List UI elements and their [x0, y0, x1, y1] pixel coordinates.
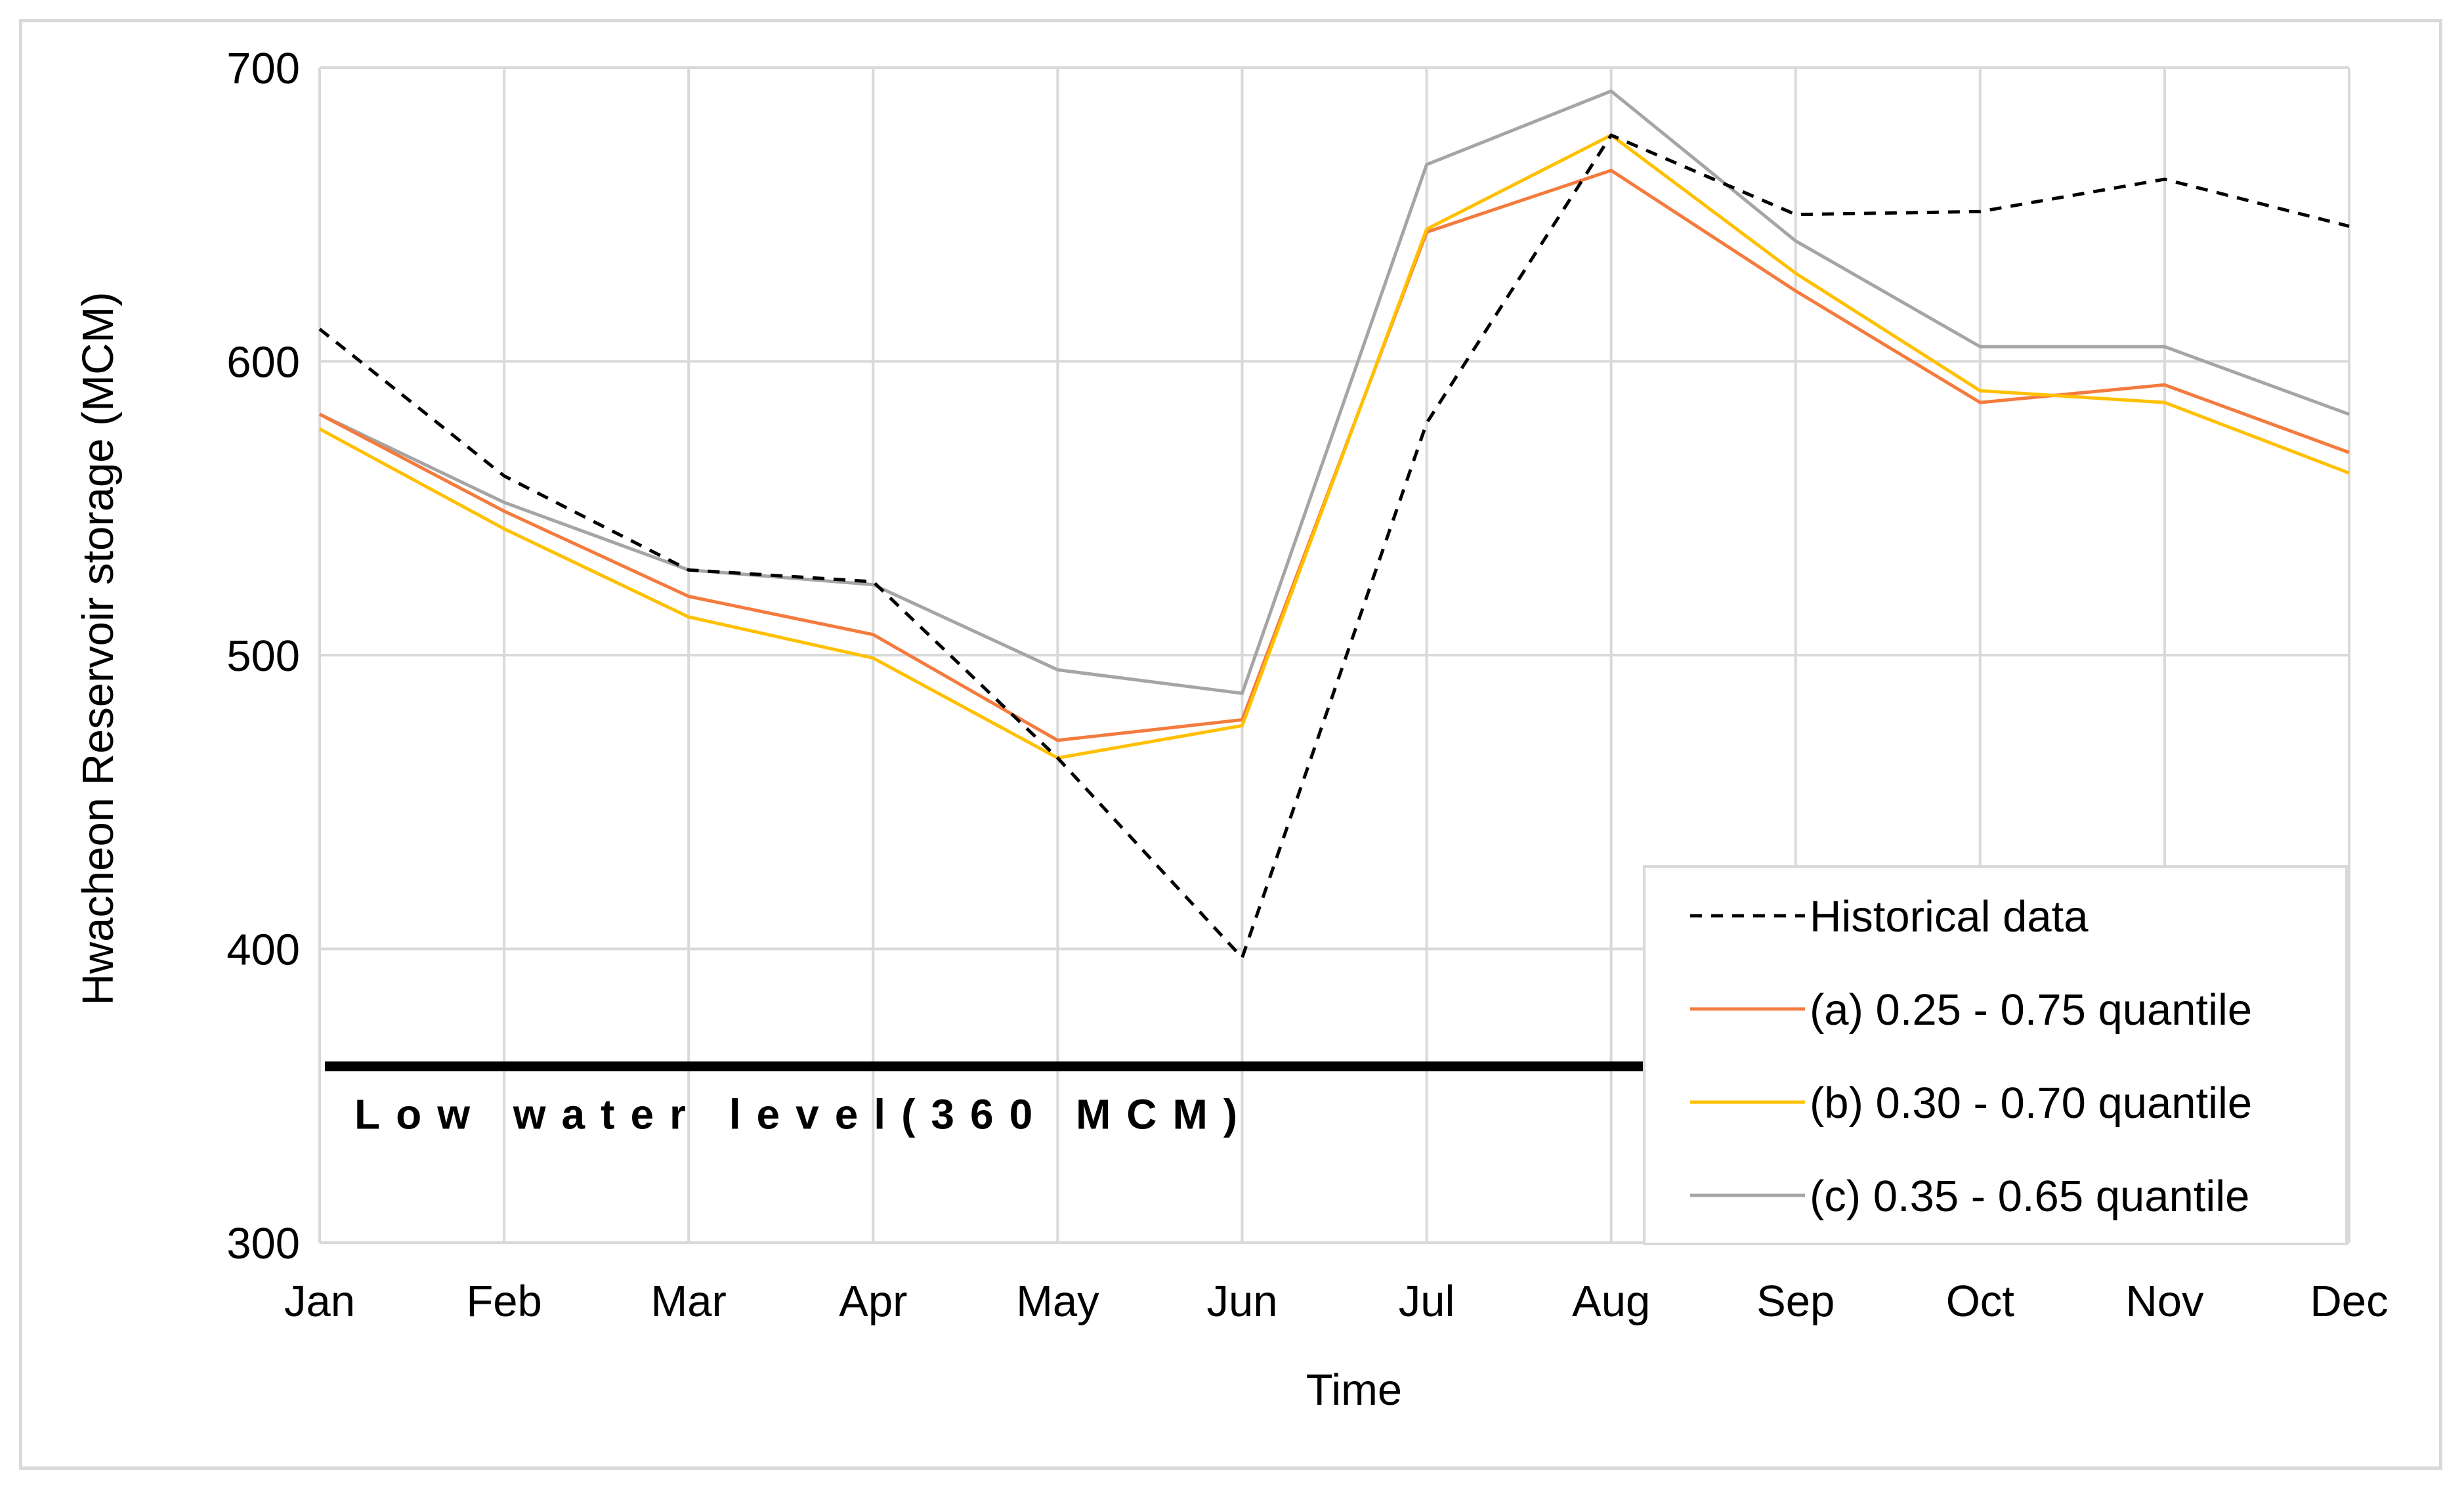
x-tick-label: Jan [284, 1277, 355, 1326]
y-tick-label: 300 [226, 1219, 300, 1268]
legend: Historical data (a) 0.25 - 0.75 quantile (… [1643, 865, 2348, 1245]
low-water-annotation: Low water level(360 MCM) [325, 1061, 1653, 1138]
x-tick-label: Dec [2310, 1277, 2388, 1326]
low-water-level-label: Low water level(360 MCM) [354, 1091, 1253, 1138]
legend-label: Historical data [1810, 892, 2089, 941]
legend-box [1643, 865, 2348, 1245]
y-tick-label: 600 [226, 338, 300, 387]
x-tick-label: Feb [466, 1277, 542, 1326]
x-tick-label: Oct [1946, 1277, 2015, 1326]
x-tick-label: Apr [839, 1277, 907, 1326]
y-tick-label: 700 [226, 44, 300, 93]
x-tick-label: Aug [1572, 1277, 1650, 1326]
x-tick-label: Mar [650, 1277, 726, 1326]
series [318, 89, 2350, 960]
x-tick-label: Jun [1206, 1277, 1277, 1326]
grid [318, 66, 2350, 1244]
x-tick-label: Nov [2125, 1277, 2204, 1326]
series-line-3 [318, 89, 2350, 695]
y-axis-title: Hwacheon Reservoir storage (MCM) [74, 291, 123, 1005]
y-tick-label: 500 [226, 631, 300, 681]
series-line-2 [318, 133, 2350, 760]
legend-label: (b) 0.30 - 0.70 quantile [1810, 1079, 2252, 1128]
chart-frame [19, 19, 2442, 1470]
series-line-0 [318, 133, 2350, 960]
x-tick-label: Jul [1399, 1277, 1455, 1326]
legend-label: (a) 0.25 - 0.75 quantile [1810, 985, 2252, 1035]
axes: 300 400 500 600 700 Jan Feb Mar Apr May Jun Jul Aug S… [226, 44, 2388, 1326]
x-tick-label: Sep [1756, 1277, 1835, 1326]
legend-label: (c) 0.35 - 0.65 quantile [1810, 1172, 2249, 1221]
y-tick-label: 400 [226, 926, 300, 975]
x-axis-title: Time [1306, 1365, 1402, 1415]
x-tick-label: May [1016, 1277, 1099, 1326]
